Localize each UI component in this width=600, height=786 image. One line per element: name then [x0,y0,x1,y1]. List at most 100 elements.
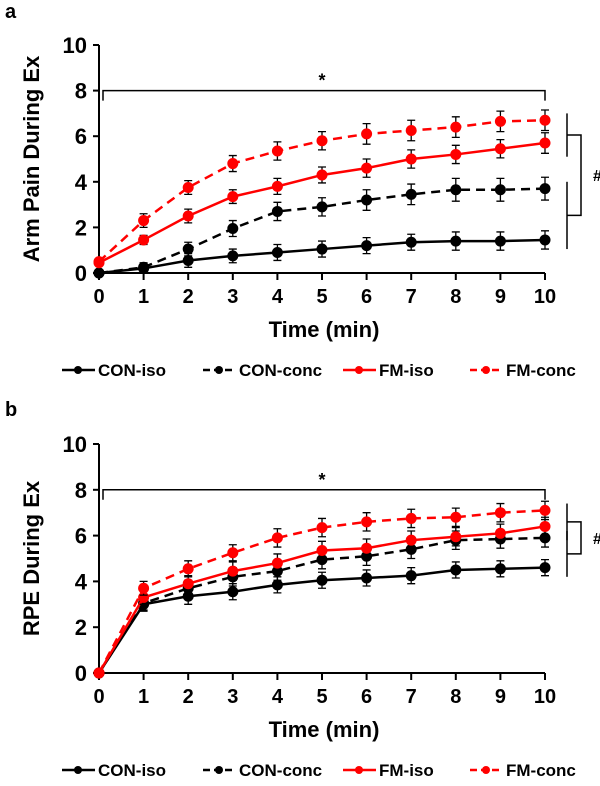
data-point [227,547,239,559]
data-point [539,562,551,574]
data-point [361,194,373,206]
series-FM-conc [93,500,551,679]
y-tick-label: 2 [75,215,87,240]
legend-swatch-marker [355,766,363,774]
data-point [539,520,551,532]
data-point [227,565,239,577]
legend-swatch-marker [482,766,490,774]
x-tick-label: 2 [183,686,194,708]
y-tick-label: 10 [63,33,87,58]
legend-label: CON-iso [98,361,166,380]
legend-label: CON-conc [239,761,322,780]
data-point [405,512,417,524]
data-point [405,125,417,136]
data-point [405,188,417,200]
y-tick-label: 8 [75,79,87,104]
series-line [97,509,546,674]
significance-bracket-hash [567,134,582,217]
data-point [271,557,283,569]
data-point [405,153,417,165]
data-point [138,215,150,227]
data-point [539,183,551,195]
series-FM-iso [93,516,551,679]
significance-hash: # [593,531,600,548]
data-point [494,235,506,247]
data-point [316,169,328,181]
legend-label: FM-conc [506,761,576,780]
x-tick-label: 4 [272,686,284,708]
data-point [494,507,506,519]
data-point [405,570,417,582]
data-point [450,564,462,576]
x-tick-label: 4 [272,286,284,308]
x-tick-label: 8 [450,686,461,708]
legend-label: FM-iso [379,361,434,380]
data-point [182,210,194,222]
series-line [98,187,546,275]
data-point [361,240,373,252]
x-tick-label: 0 [93,686,104,708]
y-axis-label: Arm Pain During Ex [19,55,44,262]
x-tick-label: 2 [183,286,194,308]
legend-label: FM-iso [379,761,434,780]
legend-swatch-marker [74,366,82,374]
y-tick-label: 4 [75,170,88,195]
y-tick-label: 0 [75,661,87,686]
data-point [539,137,551,149]
x-tick-label: 6 [361,286,372,308]
data-point [271,579,283,591]
panel-label: a [5,1,17,23]
data-point [494,184,506,196]
data-point [227,223,239,235]
data-point [316,201,328,213]
data-point [450,235,462,247]
data-point [450,511,462,523]
data-point [361,516,373,528]
significance-hash: # [593,168,600,185]
data-point [539,114,551,126]
data-point [93,256,105,268]
data-point [450,184,462,196]
legend-label: FM-conc [506,361,576,380]
x-axis-label: Time (min) [269,717,380,742]
data-point [450,121,462,133]
x-tick-label: 3 [227,286,238,308]
data-point [138,261,150,273]
x-axis-label: Time (min) [269,317,380,342]
data-point [361,572,373,584]
y-axis-label: RPE During Ex [19,480,44,636]
data-point [182,563,194,575]
data-point [316,522,328,534]
x-tick-label: 6 [361,686,372,708]
significance-bracket-star [102,489,546,500]
series-CON-iso [93,230,551,279]
series-FM-conc [93,109,551,268]
data-point [494,563,506,575]
x-tick-label: 7 [406,686,417,708]
data-point [271,180,283,192]
data-point [494,143,506,155]
y-tick-label: 6 [75,524,87,549]
data-point [182,243,194,255]
data-point [271,246,283,258]
x-tick-label: 7 [406,286,417,308]
data-point [182,254,194,266]
series-CON-iso [93,558,551,679]
legend-swatch-marker [215,366,223,374]
data-point [271,532,283,544]
data-point [539,504,551,516]
x-tick-label: 9 [495,686,506,708]
x-tick-label: 5 [316,686,327,708]
data-point [138,582,150,594]
data-point [316,574,328,586]
significance-bracket-star [102,89,546,101]
data-point [539,234,551,246]
data-point [316,544,328,556]
x-tick-label: 9 [495,286,506,308]
significance-bracket-hash [567,521,582,555]
y-tick-label: 2 [75,615,87,640]
data-point [405,534,417,546]
series-FM-iso [93,132,551,269]
y-tick-label: 4 [75,569,88,594]
